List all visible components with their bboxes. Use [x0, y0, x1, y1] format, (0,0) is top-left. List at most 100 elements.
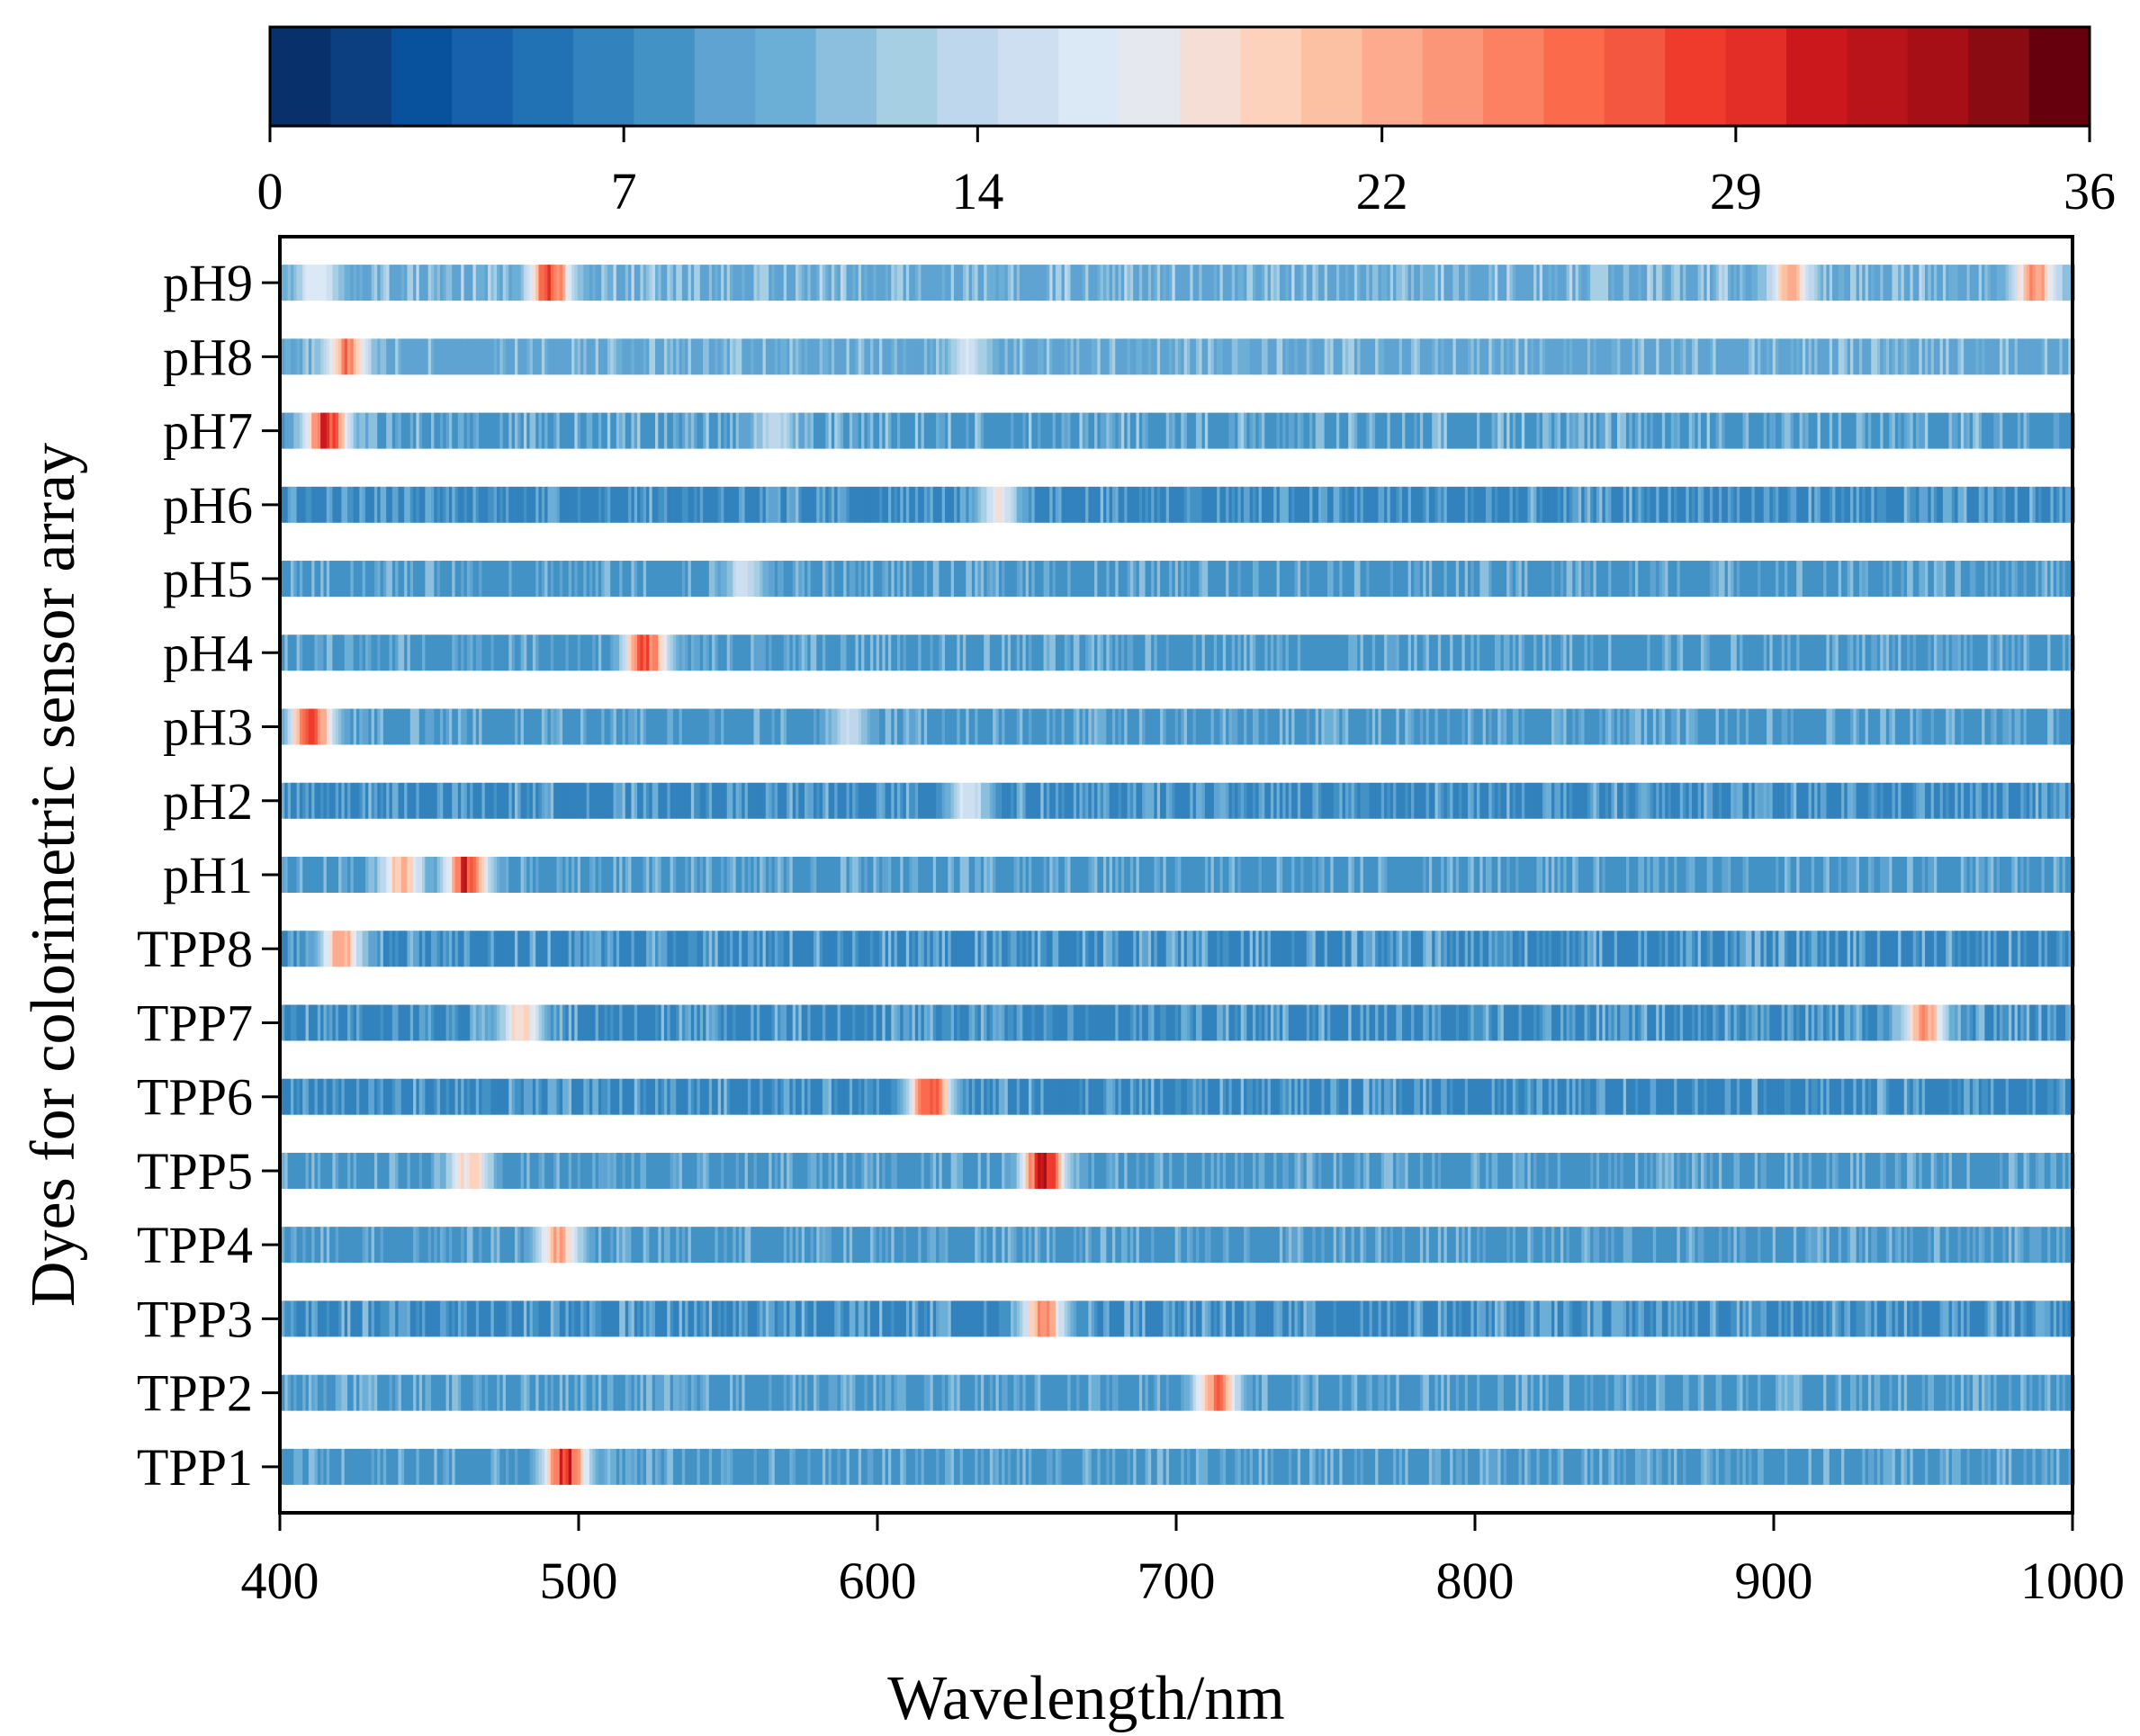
heatmap-cell: [1294, 708, 1299, 745]
heatmap-cell: [1285, 708, 1290, 745]
heatmap-cell: [1760, 338, 1765, 375]
heatmap-cell: [1318, 486, 1322, 523]
heatmap-cell: [1787, 634, 1792, 671]
heatmap-cell: [873, 782, 877, 819]
heatmap-cell: [287, 486, 292, 523]
colorbar-swatch: [1968, 27, 2030, 126]
heatmap-cell: [912, 708, 916, 745]
heatmap-cell: [717, 338, 722, 375]
heatmap-cell: [1459, 486, 1462, 523]
heatmap-cell: [1306, 338, 1310, 375]
heatmap-cell: [1856, 338, 1860, 375]
heatmap-cell: [685, 782, 689, 819]
heatmap-cell: [846, 708, 850, 745]
heatmap-cell: [514, 708, 518, 745]
heatmap-cell: [1933, 782, 1938, 819]
heatmap-cell: [1342, 708, 1346, 745]
heatmap-cell: [1190, 561, 1194, 598]
heatmap-cell: [1342, 561, 1346, 598]
heatmap-cell: [535, 265, 540, 301]
heatmap-cell: [338, 486, 342, 523]
heatmap-cell: [571, 634, 575, 671]
heatmap-cell: [805, 486, 808, 523]
heatmap-cell: [1984, 265, 1989, 301]
heatmap-cell: [2011, 634, 2016, 671]
heatmap-cell: [523, 708, 527, 745]
heatmap-cell: [628, 782, 633, 819]
heatmap-cell: [1410, 708, 1415, 745]
heatmap-cell: [1587, 561, 1591, 598]
heatmap-cell: [1919, 708, 1923, 745]
heatmap-cell: [1695, 708, 1699, 745]
heatmap-cell: [1865, 708, 1869, 745]
heatmap-cell: [1575, 265, 1579, 301]
heatmap-cell: [1996, 412, 2001, 449]
heatmap-cell: [1754, 634, 1758, 671]
heatmap-cell: [2044, 338, 2048, 375]
heatmap-cell: [427, 265, 432, 301]
heatmap-cell: [344, 708, 348, 745]
heatmap-cell: [670, 412, 674, 449]
heatmap-cell: [377, 486, 382, 523]
heatmap-cell: [2068, 486, 2073, 523]
heatmap-cell: [416, 486, 420, 523]
heatmap-cell: [604, 782, 608, 819]
heatmap-cell: [1858, 782, 1863, 819]
heatmap-cell: [1022, 265, 1027, 301]
heatmap-cell: [1434, 486, 1439, 523]
heatmap-cell: [1847, 338, 1851, 375]
heatmap-cell: [404, 338, 409, 375]
heatmap-cell: [989, 265, 994, 301]
heatmap-cell: [1742, 486, 1747, 523]
heatmap-cell: [1832, 265, 1836, 301]
heatmap-cell: [559, 708, 563, 745]
heatmap-cell: [1079, 782, 1083, 819]
heatmap-cell: [1213, 338, 1218, 375]
heatmap-cell: [1560, 486, 1564, 523]
heatmap-cell: [1199, 486, 1203, 523]
heatmap-cell: [443, 561, 447, 598]
heatmap-cell: [681, 338, 686, 375]
heatmap-cell: [1396, 486, 1400, 523]
heatmap-cell: [619, 708, 624, 745]
heatmap-cell: [1297, 634, 1301, 671]
heatmap-cell: [398, 708, 402, 745]
heatmap-cell: [427, 561, 432, 598]
heatmap-cell: [1261, 561, 1265, 598]
heatmap-cell: [431, 857, 435, 893]
heatmap-cell: [2026, 634, 2030, 671]
heatmap-cell: [535, 634, 540, 671]
heatmap-cell: [1928, 486, 1932, 523]
heatmap-cell: [1255, 708, 1260, 745]
heatmap-cell: [846, 486, 850, 523]
heatmap-cell: [1587, 708, 1591, 745]
heatmap-cell: [1838, 561, 1842, 598]
heatmap-cell: [452, 782, 456, 819]
heatmap-cell: [1632, 634, 1636, 671]
heatmap-cell: [1357, 486, 1362, 523]
heatmap-cell: [1477, 708, 1480, 745]
heatmap-cell: [813, 708, 817, 745]
heatmap-cell: [1602, 412, 1606, 449]
heatmap-cell: [1975, 265, 1980, 301]
heatmap-cell: [1022, 782, 1027, 819]
heatmap-cell: [287, 561, 292, 598]
heatmap-cell: [520, 338, 525, 375]
heatmap-cell: [1064, 486, 1068, 523]
heatmap-cell: [663, 634, 668, 671]
heatmap-cell: [998, 782, 1003, 819]
heatmap-cell: [314, 708, 319, 745]
heatmap-cell: [389, 708, 393, 745]
heatmap-cell: [1147, 338, 1152, 375]
heatmap-cell: [1634, 634, 1639, 671]
heatmap-cell: [1076, 634, 1081, 671]
heatmap-cell: [1136, 265, 1140, 301]
heatmap-cell: [1620, 708, 1624, 745]
heatmap-cell: [1208, 412, 1212, 449]
heatmap-cell: [676, 634, 680, 671]
heatmap-cell: [914, 412, 919, 449]
heatmap-cell: [1118, 486, 1122, 523]
heatmap-cell: [1512, 782, 1516, 819]
heatmap-cell: [1154, 338, 1158, 375]
heatmap-cell: [1384, 782, 1388, 819]
